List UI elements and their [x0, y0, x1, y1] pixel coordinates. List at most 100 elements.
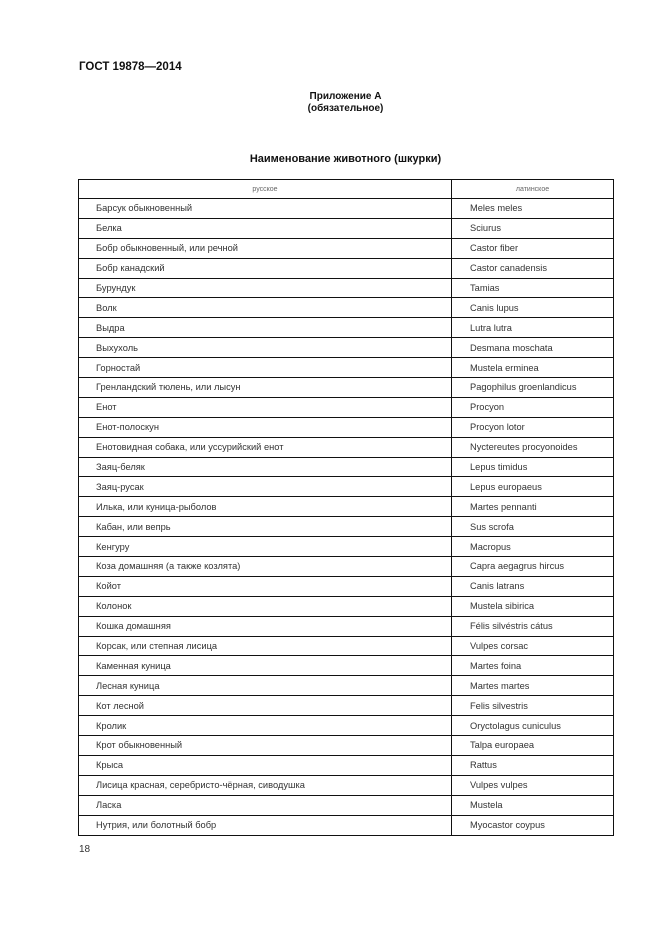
table-row: Бобр канадский Castor canadensis — [78, 257, 614, 279]
latin-name: Meles meles — [451, 198, 614, 219]
table-row: Кошка домашняя Félis silvéstris cátus — [78, 615, 614, 637]
page-number: 18 — [79, 844, 91, 855]
table-row: Барсук обыкновенный Meles meles — [78, 198, 614, 219]
latin-name: Lutra lutra — [451, 317, 614, 339]
table-row: Нутрия, или болотный бобр Myocastor coypu… — [78, 814, 614, 836]
table-header-row: русское латинское — [78, 179, 614, 199]
latin-name: Oryctolagus cuniculus — [451, 715, 614, 737]
latin-name: Talpa europaea — [451, 735, 614, 756]
russian-name: Енот — [78, 396, 452, 418]
russian-name: Енот-полоскун — [78, 416, 452, 438]
russian-name: Бурундук — [78, 277, 452, 299]
annex-title: Приложение А — [309, 91, 382, 102]
russian-name: Ласка — [78, 794, 452, 816]
russian-name: Заяц-беляк — [78, 456, 452, 478]
russian-name: Енотовидная собака, или уссурийский енот — [78, 436, 452, 458]
russian-name: Лисица красная, серебристо-чёрная, сивод… — [78, 774, 452, 796]
latin-name: Capra aegagrus hircus — [451, 556, 614, 577]
latin-name: Castor fiber — [451, 237, 614, 259]
column-header-latin: латинское — [451, 179, 614, 199]
table-row: Коза домашняя (а также козлята) Capra aeg… — [78, 556, 614, 577]
russian-name: Бобр канадский — [78, 257, 452, 279]
table-row: Выхухоль Desmana moschata — [78, 337, 614, 359]
table-row: Кот лесной Felis silvestris — [78, 695, 614, 717]
russian-name: Коза домашняя (а также козлята) — [78, 556, 452, 577]
russian-name: Крот обыкновенный — [78, 735, 452, 756]
russian-name: Илька, или куница-рыболов — [78, 496, 452, 518]
table-row: Крыса Rattus — [78, 754, 614, 776]
russian-name: Барсук обыкновенный — [78, 198, 452, 219]
table-row: Койот Canis latrans — [78, 575, 614, 597]
russian-name: Гренландский тюлень, или лысун — [78, 377, 452, 398]
latin-name: Lepus europaeus — [451, 476, 614, 498]
russian-name: Нутрия, или болотный бобр — [78, 814, 452, 836]
latin-name: Felis silvestris — [451, 695, 614, 717]
russian-name: Кот лесной — [78, 695, 452, 717]
table-row: Енотовидная собака, или уссурийский енот… — [78, 436, 614, 458]
russian-name: Лесная куница — [78, 675, 452, 697]
animal-names-table: русское латинское Барсук обыкновенный Mel… — [78, 179, 614, 836]
latin-name: Myocastor coypus — [451, 814, 614, 836]
latin-name: Félis silvéstris cátus — [451, 615, 614, 637]
latin-name: Procyon — [451, 396, 614, 418]
table-row: Ласка Mustela — [78, 794, 614, 816]
russian-name: Белка — [78, 217, 452, 239]
russian-name: Горностай — [78, 357, 452, 379]
table-title: Наименование животного (шкурки) — [249, 153, 442, 165]
russian-name: Заяц-русак — [78, 476, 452, 498]
latin-name: Pagophilus groenlandicus — [451, 377, 614, 398]
latin-name: Mustela erminea — [451, 357, 614, 379]
table-row: Горностай Mustela erminea — [78, 357, 614, 379]
table-row: Колонок Mustela sibirica — [78, 595, 614, 617]
latin-name: Canis lupus — [451, 297, 614, 319]
latin-name: Mustela sibirica — [451, 595, 614, 617]
latin-name: Rattus — [451, 754, 614, 776]
table-row: Выдра Lutra lutra — [78, 317, 614, 339]
table-row: Лесная куница Martes martes — [78, 675, 614, 697]
table-row: Кенгуру Macropus — [78, 536, 614, 558]
russian-name: Корсак, или степная лисица — [78, 635, 452, 657]
table-row: Волк Canis lupus — [78, 297, 614, 319]
russian-name: Кенгуру — [78, 536, 452, 558]
column-header-russian: русское — [78, 179, 452, 199]
annex-status: (обязательное) — [307, 103, 384, 114]
table-row: Белка Sciurus — [78, 217, 614, 239]
russian-name: Кошка домашняя — [78, 615, 452, 637]
russian-name: Выхухоль — [78, 337, 452, 359]
russian-name: Кабан, или вепрь — [78, 516, 452, 538]
latin-name: Martes martes — [451, 675, 614, 697]
table-row: Крот обыкновенный Talpa europaea — [78, 735, 614, 756]
latin-name: Castor canadensis — [451, 257, 614, 279]
latin-name: Martes foina — [451, 655, 614, 677]
latin-name: Procyon lotor — [451, 416, 614, 438]
table-row: Кабан, или вепрь Sus scrofa — [78, 516, 614, 538]
russian-name: Кролик — [78, 715, 452, 737]
table-row: Бобр обыкновенный, или речной Castor fibe… — [78, 237, 614, 259]
russian-name: Волк — [78, 297, 452, 319]
russian-name: Выдра — [78, 317, 452, 339]
table-row: Енот-полоскун Procyon lotor — [78, 416, 614, 438]
latin-name: Mustela — [451, 794, 614, 816]
table-row: Илька, или куница-рыболов Martes pennanti — [78, 496, 614, 518]
latin-name: Tamias — [451, 277, 614, 299]
latin-name: Vulpes corsac — [451, 635, 614, 657]
table-row: Корсак, или степная лисица Vulpes corsac — [78, 635, 614, 657]
table-row: Заяц-русак Lepus europaeus — [78, 476, 614, 498]
latin-name: Nyctereutes procyonoides — [451, 436, 614, 458]
latin-name: Martes pennanti — [451, 496, 614, 518]
document-code: ГОСТ 19878—2014 — [79, 61, 182, 73]
table-row: Каменная куница Martes foina — [78, 655, 614, 677]
table-row: Кролик Oryctolagus cuniculus — [78, 715, 614, 737]
russian-name: Крыса — [78, 754, 452, 776]
latin-name: Sus scrofa — [451, 516, 614, 538]
table-row: Заяц-беляк Lepus timidus — [78, 456, 614, 478]
russian-name: Койот — [78, 575, 452, 597]
latin-name: Macropus — [451, 536, 614, 558]
latin-name: Canis latrans — [451, 575, 614, 597]
annex-heading: Приложение А (обязательное) — [78, 91, 613, 115]
table-row: Бурундук Tamias — [78, 277, 614, 299]
russian-name: Колонок — [78, 595, 452, 617]
russian-name: Каменная куница — [78, 655, 452, 677]
latin-name: Vulpes vulpes — [451, 774, 614, 796]
latin-name: Desmana moschata — [451, 337, 614, 359]
